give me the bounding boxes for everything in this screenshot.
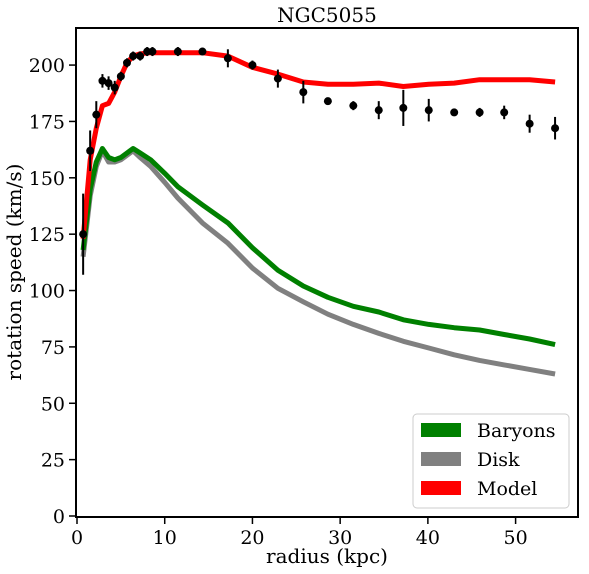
- y-tick-label: 0: [53, 506, 65, 528]
- y-axis-label: rotation speed (km/s): [2, 164, 26, 381]
- series-line-baryons: [80, 146, 556, 348]
- data-point: [349, 101, 358, 110]
- data-point: [173, 47, 182, 56]
- y-tick-label: 125: [29, 224, 65, 246]
- data-point: [551, 124, 560, 133]
- x-axis-label: radius (kpc): [266, 544, 388, 568]
- y-tick-label: 200: [29, 55, 65, 77]
- data-point: [98, 76, 107, 85]
- data-point: [500, 108, 509, 117]
- data-point: [92, 110, 101, 119]
- data-point: [299, 88, 308, 97]
- data-point: [450, 108, 459, 117]
- data-point: [399, 103, 408, 112]
- data-point: [136, 52, 145, 61]
- legend-label-model: Model: [477, 478, 537, 500]
- legend-swatch-disk: [421, 452, 461, 466]
- x-tick-label: 20: [240, 527, 264, 549]
- chart-title: NGC5055: [277, 3, 377, 27]
- y-tick-label: 100: [29, 281, 65, 303]
- data-point: [129, 52, 138, 61]
- x-tick-label: 40: [416, 527, 440, 549]
- legend: Baryons Disk Model: [412, 413, 570, 509]
- x-tick-label: 10: [153, 527, 177, 549]
- x-tick-label: 0: [71, 527, 83, 549]
- legend-label-baryons: Baryons: [477, 420, 556, 442]
- plot-area: [79, 47, 560, 377]
- series-line-model: [80, 50, 556, 239]
- data-point: [110, 83, 119, 92]
- data-point: [475, 108, 484, 117]
- data-point: [198, 47, 207, 56]
- data-point: [148, 47, 157, 56]
- x-tick-label: 50: [504, 527, 528, 549]
- data-point: [123, 58, 131, 67]
- legend-swatch-baryons: [421, 423, 461, 437]
- plot-frame: [75, 27, 579, 518]
- y-axis-ticks: 0 25 50 75 100 125 150 175 200: [29, 55, 76, 528]
- y-tick-label: 150: [29, 168, 65, 190]
- data-point: [86, 146, 95, 155]
- data-point: [223, 54, 232, 63]
- y-tick-label: 175: [29, 111, 65, 133]
- y-tick-label: 75: [41, 337, 65, 359]
- data-point: [424, 106, 433, 115]
- y-tick-label: 50: [41, 393, 65, 415]
- x-axis-ticks: 0 10 20 30 40 50: [71, 517, 528, 549]
- data-point: [374, 106, 383, 115]
- data-point: [273, 74, 282, 83]
- data-point: [104, 79, 113, 88]
- data-point: [525, 119, 534, 128]
- legend-label-disk: Disk: [477, 449, 520, 471]
- data-point: [248, 61, 257, 70]
- y-tick-label: 25: [41, 450, 65, 472]
- series-line-disk: [80, 148, 556, 377]
- data-point: [323, 97, 332, 106]
- x-tick-label: 30: [328, 527, 352, 549]
- data-point: [79, 230, 88, 239]
- data-point: [116, 72, 125, 81]
- legend-swatch-model: [421, 481, 461, 495]
